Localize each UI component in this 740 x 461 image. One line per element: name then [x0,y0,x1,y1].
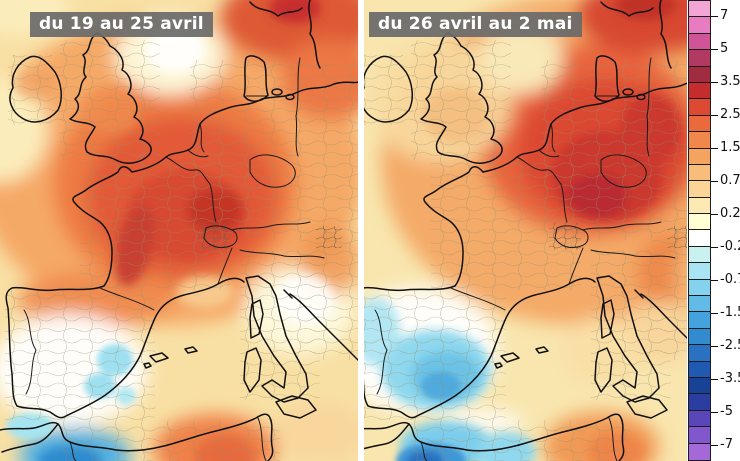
colorbar-tick-label: -0.75 [720,272,740,288]
colorbar-tick-label: -5 [720,403,733,419]
colorbar-segment [689,377,710,395]
colorbar-tick-line [711,246,718,248]
colorbar-segment [689,427,710,444]
colorbar-segment [689,17,710,34]
colorbar-tick-line [711,345,718,347]
colorbar-segment [689,246,710,264]
colorbar-tick-label: 0.25 [720,206,740,222]
colorbar-tick-label: 7 [720,8,729,24]
colorbar-tick-label: -7 [720,436,733,452]
colorbar-segment [689,328,710,346]
anomaly-map-week2 [364,0,687,461]
colorbar-tick-label: -0.25 [720,239,740,255]
colorbar-segment [689,164,710,182]
colorbar-tick-line [711,181,718,183]
colorbar-tick-line [711,312,718,314]
colorbar-segment [689,345,710,362]
colorbar-tick-line [711,115,718,117]
colorbar-tick-line [711,378,718,380]
colorbar-segment [689,296,710,313]
colorbar-tick-line [711,444,718,446]
colorbar-segment [689,394,710,411]
colorbar [688,0,711,461]
colorbar-segment [689,50,710,67]
colorbar-segment [689,410,710,428]
colorbar-tick-line [711,148,718,150]
colorbar-segment [689,197,710,215]
colorbar-tick-line [711,411,718,413]
colorbar-segment [689,132,710,149]
colorbar-segment [689,214,710,231]
colorbar-tick-label: 2.5 [720,107,740,123]
colorbar-segment [689,115,710,133]
colorbar-tick-line [711,16,718,18]
colorbar-tick-line [711,82,718,84]
colorbar-tick-label: -2.5 [720,337,740,353]
colorbar-segment [689,443,710,460]
colorbar-segment [689,312,710,329]
colorbar-segment [689,99,710,116]
colorbar-segment [689,181,710,198]
colorbar-segment [689,66,710,83]
colorbar-tick-line [711,49,718,51]
colorbar-tick-line [711,214,718,216]
colorbar-tick-line [711,279,718,281]
colorbar-segment [689,33,710,51]
colorbar-segment [689,230,710,247]
anomaly-map-week1 [0,0,358,461]
map-panel-week1 [0,0,358,461]
colorbar-segment [689,361,710,378]
colorbar-tick-label: -1.5 [720,305,740,321]
colorbar-tick-label: 1.5 [720,140,740,156]
colorbar-segment [689,263,710,280]
colorbar-segment [689,1,710,18]
colorbar-segment [689,279,710,297]
date-range-label-week1: du 19 au 25 avril [30,12,213,37]
colorbar-tick-label: 0.75 [720,173,740,189]
map-panel-week2 [364,0,687,461]
colorbar-tick-label: -3.5 [720,370,740,386]
colorbar-segment [689,148,710,165]
colorbar-tick-label: 5 [720,41,729,57]
date-range-label-week2: du 26 avril au 2 mai [369,12,582,37]
colorbar-segment [689,82,710,100]
colorbar-tick-label: 3.5 [720,74,740,90]
